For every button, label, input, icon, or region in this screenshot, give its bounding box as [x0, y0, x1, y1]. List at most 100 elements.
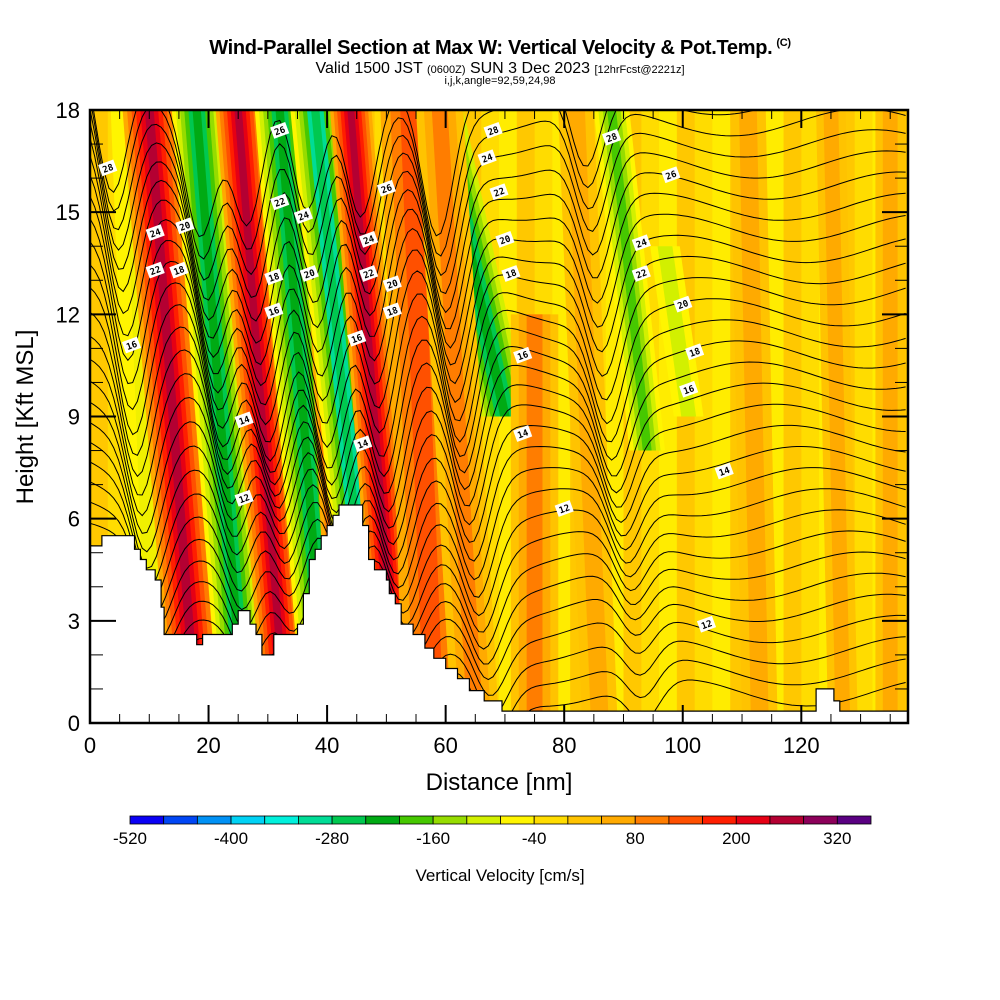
- y-tick-label: 12: [56, 302, 80, 327]
- colorbar-bin: [803, 815, 838, 825]
- contour-label: 14: [714, 462, 734, 480]
- contour-label: 24: [145, 224, 165, 241]
- x-tick-label: 20: [196, 733, 220, 758]
- contour-label: 28: [602, 128, 622, 146]
- contour-label-box: [382, 302, 402, 320]
- contour-label: 18: [685, 343, 705, 361]
- colorbar-label: -280: [315, 829, 349, 848]
- contour-label-box: [554, 500, 574, 517]
- colorbar-label: 200: [722, 829, 750, 848]
- contour-label-text: 16: [682, 384, 696, 397]
- contour-label-text: 18: [688, 347, 702, 360]
- forecast-info: [12hrFcst@2221z]: [594, 64, 685, 76]
- contour-label-text: 16: [516, 350, 530, 363]
- contour-label-text: 16: [350, 333, 364, 346]
- terrain: [90, 504, 908, 723]
- contour-label-box: [347, 329, 367, 347]
- terrain-mask: [90, 504, 908, 723]
- contour-label: 18: [264, 268, 284, 286]
- colorbar-bin: [702, 815, 737, 825]
- colorbar: -520 -400 -280 -160 -40 80 200 320: [113, 815, 872, 848]
- theta-contour: [90, 218, 906, 406]
- x-tick-label: 100: [664, 733, 701, 758]
- colorbar-bin: [735, 815, 771, 825]
- copyright-mark: (C): [776, 37, 791, 49]
- contour-label-text: 20: [179, 221, 193, 234]
- downdraft-band: [607, 110, 652, 451]
- contour-label-text: 22: [493, 187, 507, 200]
- contour-label-text: 12: [700, 619, 714, 632]
- x-tick-label: 40: [315, 733, 339, 758]
- contour-label-text: 20: [386, 279, 400, 292]
- colorbar-label: 320: [823, 829, 851, 848]
- x-tick-label: 0: [84, 733, 96, 758]
- contour-label: 22: [145, 261, 165, 279]
- contour-label: 20: [382, 275, 402, 293]
- colorbar-bin: [769, 815, 805, 825]
- field-band: [801, 110, 820, 723]
- theta-contour: [90, 335, 906, 500]
- theta-contour: [92, 110, 608, 238]
- valid-utc: (0600Z): [426, 64, 466, 76]
- contour-label-box: [489, 183, 509, 201]
- colorbar-bin: [668, 815, 703, 825]
- updraft-band: [431, 110, 484, 723]
- contour-label-text: 22: [362, 268, 376, 281]
- contour-label-box: [175, 217, 195, 235]
- colorbar-bin: [533, 815, 569, 825]
- contour-label-box: [513, 425, 533, 442]
- contour-label-text: 12: [558, 503, 572, 516]
- contour-label: 20: [299, 265, 319, 282]
- contour-label: 12: [234, 489, 254, 507]
- contour-label: 14: [234, 411, 254, 429]
- contour-label-box: [477, 149, 497, 167]
- theta-contour: [90, 545, 906, 650]
- theta-contour: [90, 422, 906, 561]
- contour-label: 14: [353, 435, 373, 453]
- theta-contour: [90, 287, 906, 469]
- contour-label-box: [234, 489, 254, 507]
- colorbar-bin: [331, 815, 367, 825]
- contour-label-text: 18: [386, 306, 400, 319]
- colorbar-bin: [601, 815, 636, 825]
- contour-label: 16: [513, 346, 533, 364]
- chart-title: Wind-Parallel Section at Max W: Vertical…: [0, 37, 1000, 60]
- contour-label-box: [270, 122, 290, 139]
- y-tick-label: 0: [68, 711, 80, 736]
- contour-label: 28: [98, 159, 118, 177]
- theta-contour: [90, 311, 906, 486]
- theta-contour: [90, 122, 906, 301]
- contour-label: 12: [554, 500, 574, 517]
- contour-label-box: [631, 265, 651, 282]
- contour-label-box: [685, 343, 705, 361]
- field-band: [712, 110, 731, 723]
- updraft-band: [567, 110, 609, 723]
- contour-label: 16: [679, 380, 699, 398]
- colorbar-label: 80: [626, 829, 645, 848]
- x-tick-label: 60: [433, 733, 457, 758]
- contour-labels: 28 24 20 22 18 16 26 22 24 18 20 16 14 12 26 24 22 20 18 16…: [98, 122, 734, 633]
- contour-label: 22: [359, 265, 379, 282]
- contour-label-text: 16: [268, 306, 282, 319]
- contour-label-box: [169, 261, 189, 279]
- colorbar-bin: [264, 815, 299, 825]
- contour-label: 24: [359, 231, 379, 248]
- colorbar-label: -400: [214, 829, 248, 848]
- contour-label-box: [376, 179, 396, 197]
- contour-label-box: [145, 224, 165, 241]
- contour-label-text: 22: [635, 268, 649, 281]
- contour-label-text: 16: [125, 340, 139, 353]
- contour-label-box: [293, 207, 313, 224]
- colorbar-bin: [836, 815, 872, 825]
- theta-contour: [90, 175, 906, 366]
- y-tick-label: 3: [68, 609, 80, 634]
- contour-label-text: 20: [303, 268, 317, 281]
- colorbar-bin: [365, 815, 400, 825]
- colorbar-label: -160: [416, 829, 450, 848]
- theta-contour: [90, 481, 906, 601]
- theta-contour: [90, 155, 906, 344]
- colorbar-title: Vertical Velocity [cm/s]: [415, 866, 584, 885]
- downdraft-band: [657, 246, 697, 417]
- contour-label-box: [382, 275, 402, 293]
- contour-label: 24: [293, 207, 313, 224]
